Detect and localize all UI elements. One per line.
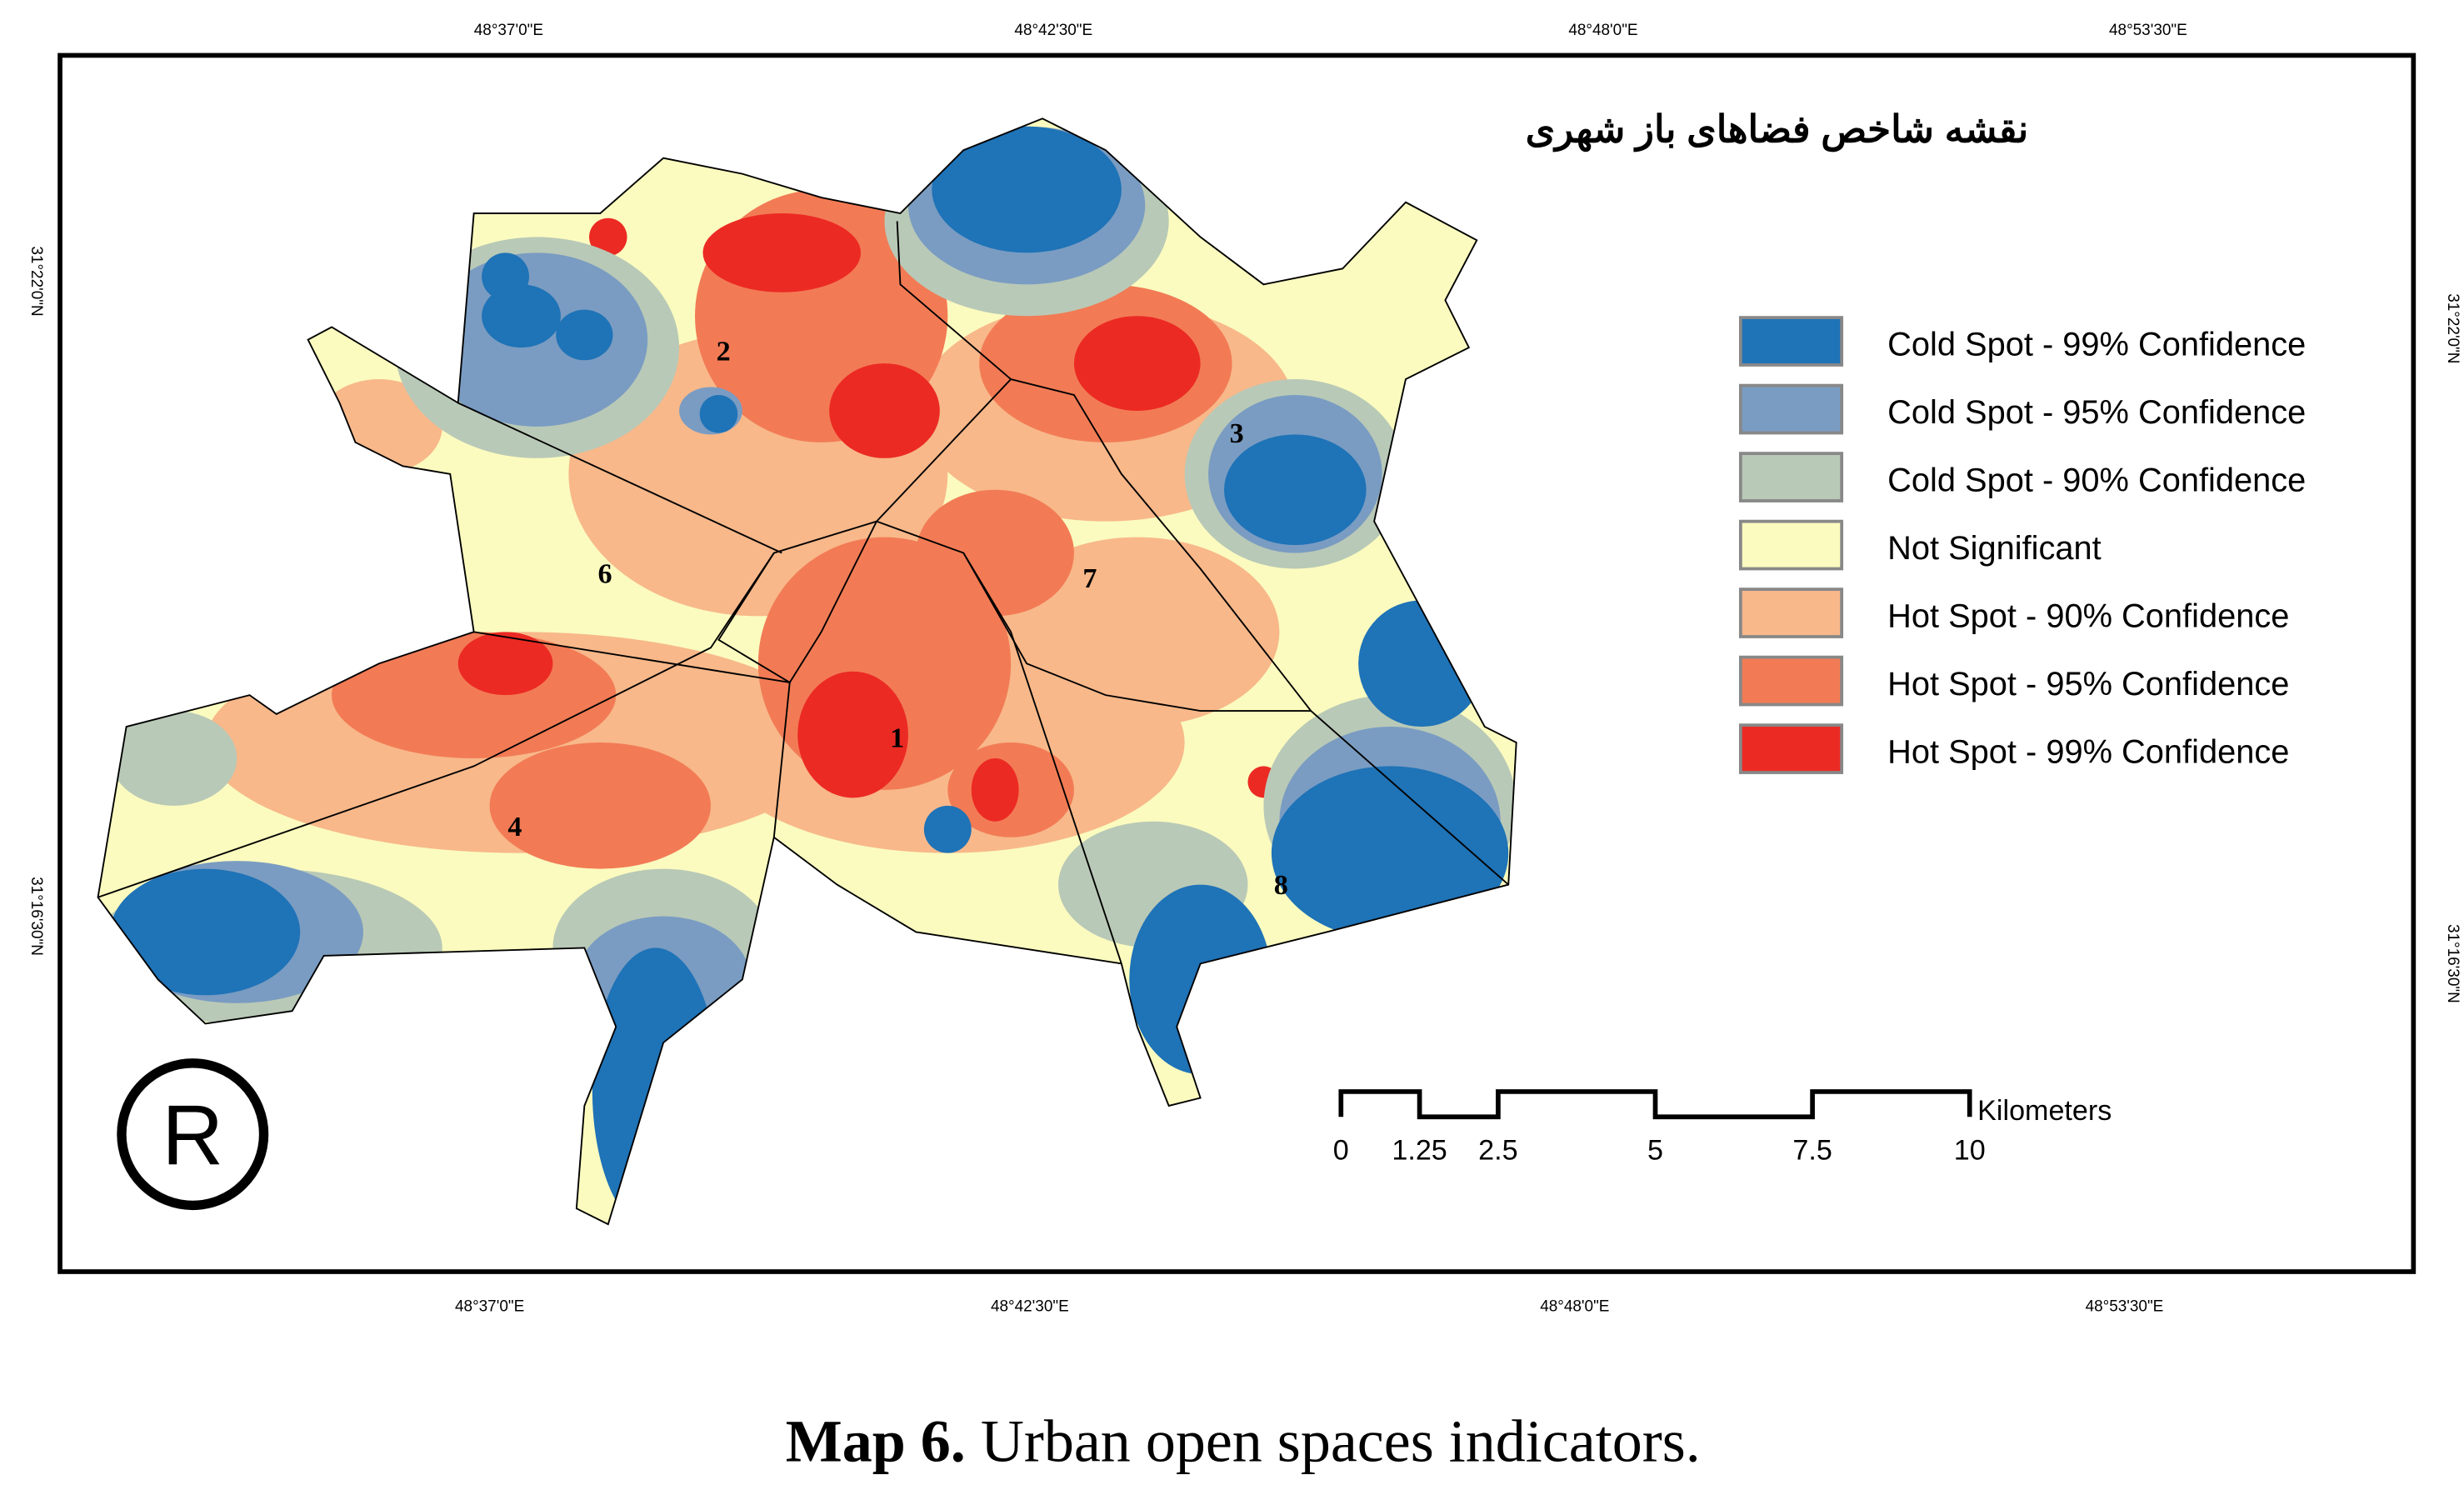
scale-tick-label: 2.5 [1478, 1134, 1517, 1166]
hotspot-zone [110, 711, 237, 806]
coordinate-label: 48°42'30"E [991, 1298, 1069, 1315]
hotspot-zone [829, 363, 940, 458]
hotspot-zone [482, 252, 529, 301]
legend-label: Cold Spot - 90% Confidence [1887, 462, 2306, 499]
coordinate-label: 31°16'30"N [2444, 924, 2462, 1003]
district-label: 2 [717, 336, 731, 367]
hotspot-zone [916, 489, 1074, 617]
hotspot-zone [1224, 434, 1367, 546]
hotspot-zone [702, 213, 862, 292]
scale-unit: Kilometers [1977, 1095, 2112, 1127]
caption-label: Map 6. [786, 1408, 966, 1474]
legend-label: Hot Spot - 95% Confidence [1887, 666, 2289, 702]
coordinate-label: 48°37'0"E [455, 1298, 524, 1315]
district-label: 8 [1274, 870, 1288, 901]
registered-letter: R [162, 1087, 223, 1182]
coordinate-label: 31°22'0"N [27, 246, 45, 316]
hotspot-zone [110, 868, 301, 996]
district-label: 3 [1230, 418, 1244, 449]
district-label: 6 [597, 559, 612, 590]
hotspot-zone [971, 758, 1019, 822]
map-frame [57, 52, 2417, 1274]
district-boundaries [97, 221, 1509, 964]
legend-swatch [1738, 655, 1844, 707]
legend-label: Hot Spot - 99% Confidence [1887, 734, 2289, 771]
coordinate-label: 48°53'30"E [2109, 22, 2187, 39]
legend-swatch [1738, 519, 1844, 571]
registered-symbol [117, 1058, 269, 1211]
scale-tick-label: 0 [1333, 1134, 1349, 1166]
hotspot-zone [482, 284, 561, 348]
hotspot-zone [592, 948, 719, 1225]
hotspot-zone [457, 632, 553, 696]
legend-swatch [1738, 383, 1844, 435]
coordinate-label: 48°53'30"E [2086, 1298, 2164, 1315]
coordinate-label: 31°22'0"N [2444, 293, 2462, 363]
coordinate-label: 31°16'30"N [27, 877, 45, 956]
hotspot-zone [589, 218, 627, 257]
hotspot-zone [1129, 884, 1272, 1075]
legend-swatch [1738, 452, 1844, 502]
hotspot-zone [1073, 316, 1201, 411]
hotspot-zone [489, 742, 711, 869]
legend-swatch [1738, 316, 1844, 367]
district-label: 4 [507, 812, 522, 842]
district-label: 1 [890, 723, 904, 754]
hotspot-zone [1271, 766, 1509, 940]
hotspot-zone [932, 126, 1122, 253]
hotspot-zone [699, 394, 738, 433]
hotspot-zone [923, 805, 972, 853]
legend-swatch [1738, 723, 1844, 774]
map-title: نقشه شاخص فضاهای باز شهری [1526, 108, 2029, 152]
coordinate-label: 48°48'0"E [1568, 22, 1637, 39]
legend-label: Hot Spot - 90% Confidence [1887, 598, 2289, 635]
legend-label: Not Significant [1887, 530, 2102, 567]
caption: Map 6. Urban open spaces indicators. [786, 1408, 1701, 1474]
scale-tick-label: 7.5 [1792, 1134, 1832, 1166]
caption-text: Urban open spaces indicators. [981, 1408, 1701, 1474]
scale-tick-label: 1.25 [1392, 1134, 1447, 1166]
coordinate-label: 48°42'30"E [1014, 22, 1092, 39]
legend-label: Cold Spot - 99% Confidence [1887, 327, 2306, 363]
coordinate-label: 48°48'0"E [1540, 1298, 1609, 1315]
scale-bar [1338, 1089, 1972, 1120]
legend-label: Cold Spot - 95% Confidence [1887, 394, 2306, 431]
hotspot-zone [1358, 600, 1485, 728]
coordinate-label: 48°37'0"E [474, 22, 543, 39]
hotspot-zone [556, 309, 613, 361]
scale-tick-label: 10 [1954, 1134, 1986, 1166]
legend-swatch [1738, 588, 1844, 638]
scale-tick-label: 5 [1647, 1134, 1663, 1166]
district-label: 7 [1082, 563, 1097, 594]
hotspot-zone [797, 671, 908, 798]
